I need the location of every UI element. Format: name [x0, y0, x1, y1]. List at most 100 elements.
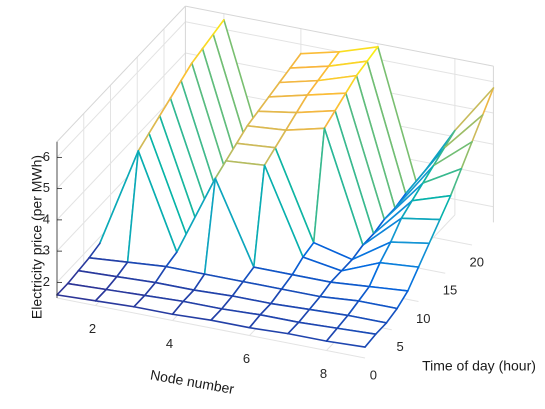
mesh-edge	[253, 164, 266, 268]
mesh-edge	[428, 218, 441, 245]
mesh-edge	[406, 266, 420, 292]
mesh-face	[258, 95, 308, 113]
mesh-edge	[379, 261, 420, 268]
mesh-edge	[259, 302, 272, 316]
mesh-face	[270, 289, 321, 310]
mesh-edge	[193, 273, 206, 291]
mesh-edge	[355, 60, 369, 77]
mesh-edge	[389, 217, 403, 243]
mesh-edge	[421, 164, 435, 184]
mesh-edge	[267, 81, 281, 98]
mesh-edge	[411, 194, 452, 202]
mesh-face	[292, 257, 342, 283]
mesh-edge	[148, 115, 161, 135]
mesh-edge	[214, 160, 227, 180]
mesh-edge	[454, 87, 495, 132]
mesh-edge	[295, 94, 309, 114]
mesh-edge	[214, 177, 255, 268]
mesh-edge	[165, 251, 178, 268]
mesh-edge	[116, 261, 129, 278]
mesh-face	[268, 80, 318, 97]
mesh-face	[303, 242, 353, 271]
mesh-edge	[158, 97, 172, 117]
mesh-edge	[417, 242, 431, 268]
mesh-face	[138, 133, 188, 253]
mesh-edge	[325, 327, 339, 342]
mesh-edge	[319, 295, 360, 302]
mesh-edge	[460, 141, 473, 170]
mesh-edge	[203, 177, 217, 275]
mesh-edge	[357, 300, 398, 310]
mesh-edge	[302, 256, 343, 272]
mesh-edge	[154, 265, 167, 284]
mesh-edge	[329, 281, 371, 288]
mesh-edge	[389, 241, 431, 245]
mesh-edge	[257, 110, 298, 114]
mesh-edge	[231, 280, 244, 297]
y-tick-label: 10	[416, 311, 430, 326]
mesh-edge	[278, 67, 292, 84]
mesh-face	[341, 242, 391, 271]
mesh-edge	[347, 314, 388, 324]
mesh-face	[89, 150, 139, 263]
mesh-edge	[143, 294, 184, 303]
mesh-edge	[336, 327, 377, 336]
z-tick-label: 3	[43, 243, 50, 258]
mesh-edge	[323, 109, 336, 130]
mesh-edge	[295, 109, 336, 114]
mesh-edge	[235, 142, 277, 149]
mesh-edge	[274, 146, 315, 244]
x-tick-label: 2	[89, 321, 96, 336]
mesh-edge	[443, 114, 484, 149]
mesh-edge	[180, 62, 193, 82]
mesh-face	[369, 262, 419, 291]
mesh-edge	[212, 19, 225, 36]
mesh-edge	[394, 164, 435, 209]
mesh-face	[159, 98, 209, 227]
mesh-edge	[344, 92, 386, 221]
mesh-edge	[366, 60, 407, 195]
mesh-edge	[242, 280, 283, 290]
mesh-edge	[300, 50, 341, 55]
mesh-face	[313, 128, 363, 260]
mesh-edge	[56, 294, 97, 302]
mesh-edge	[327, 60, 369, 67]
z-tick-label: 6	[43, 149, 50, 164]
mesh-edge	[242, 266, 255, 283]
x-tick-label: 4	[166, 336, 173, 351]
mesh-edge	[158, 115, 199, 228]
mesh-edge	[94, 300, 135, 308]
mesh-edge	[263, 164, 304, 258]
mesh-face	[433, 114, 483, 166]
mesh-edge	[404, 147, 446, 195]
mesh-edge	[291, 273, 332, 283]
y-axis-title: Time of day (hour)	[422, 358, 536, 374]
mesh-edge	[340, 261, 381, 272]
mesh-edge	[344, 74, 358, 94]
mesh-edge	[169, 97, 210, 213]
mesh-edge	[274, 129, 287, 149]
mesh-edge	[270, 302, 311, 311]
mesh-face	[279, 66, 329, 83]
mesh-edge	[368, 285, 409, 292]
mesh-edge	[105, 275, 118, 291]
mesh-edge	[280, 288, 321, 298]
mesh-edge	[99, 150, 140, 245]
mesh-edge	[171, 300, 184, 316]
grid-line	[56, 297, 366, 359]
mesh-face	[290, 51, 340, 69]
mesh-edge	[306, 79, 319, 96]
mesh-edge	[319, 281, 332, 298]
mesh-edge	[270, 288, 283, 305]
mesh	[56, 19, 495, 348]
mesh-edge	[126, 261, 167, 268]
mesh-face	[236, 125, 286, 148]
y-tick-label: 20	[470, 254, 484, 269]
mesh-edge	[133, 305, 174, 316]
mesh-edge	[169, 79, 182, 100]
z-tick-label: 2	[43, 274, 50, 289]
mesh-edge	[77, 269, 118, 278]
mesh-face	[247, 111, 297, 131]
mesh-face	[170, 80, 220, 213]
z-axis-title: Electricity price (per MWh)	[29, 155, 45, 319]
